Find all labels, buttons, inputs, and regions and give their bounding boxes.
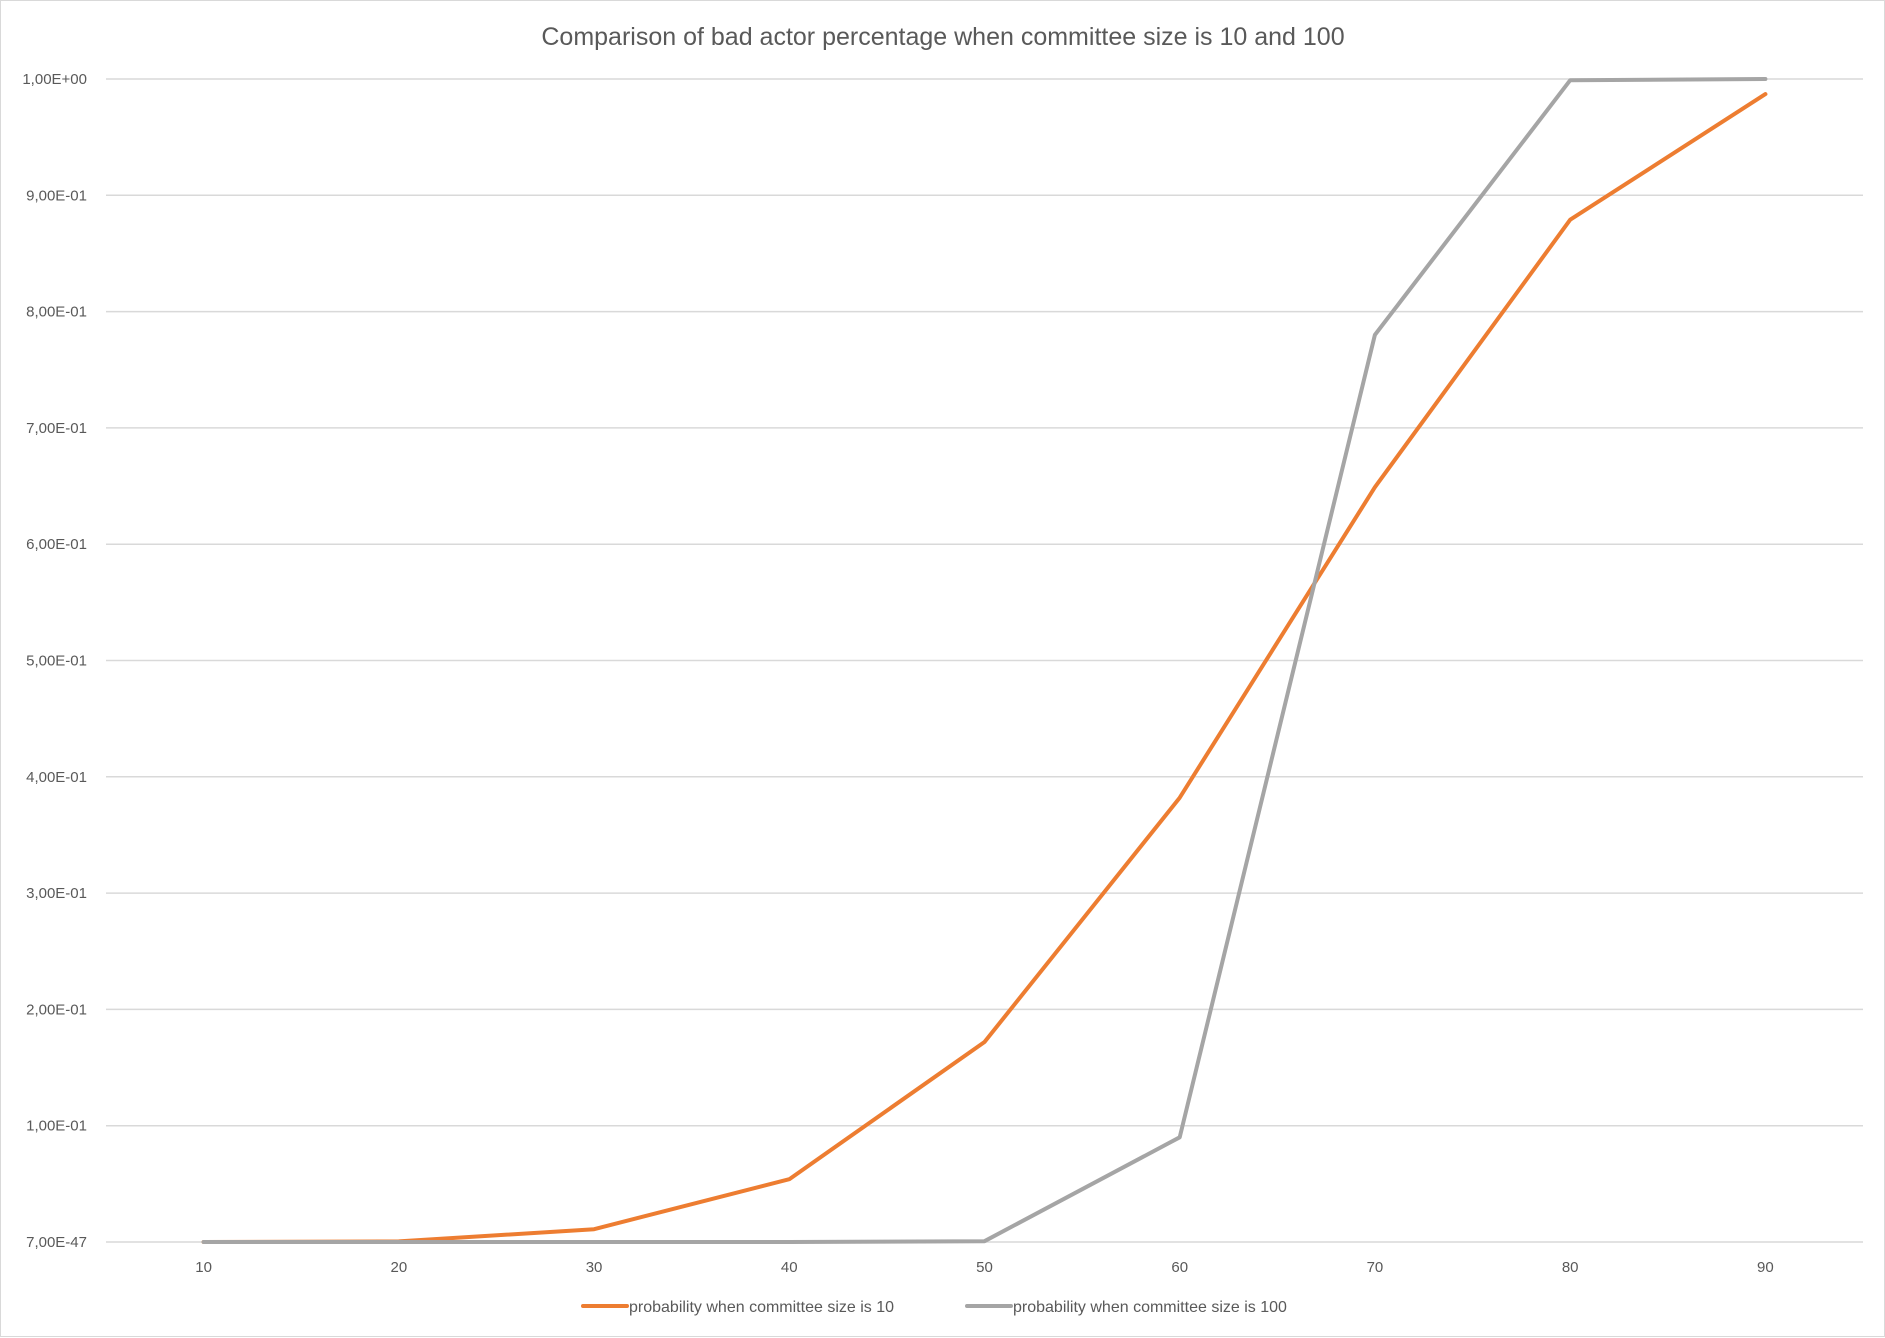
x-tick-label: 70 [1367,1259,1384,1276]
x-tick-label: 50 [976,1259,993,1276]
x-tick-label: 10 [195,1259,212,1276]
x-tick-label: 80 [1562,1259,1579,1276]
y-axis-tick-labels: 7,00E-47 1,00E-01 2,00E-01 3,00E-01 4,00E-01… [22,71,87,1251]
x-tick-label: 60 [1171,1259,1188,1276]
y-tick-label: 1,00E+00 [22,71,87,88]
y-tick-label: 7,00E-47 [26,1234,87,1251]
y-tick-label: 4,00E-01 [26,769,87,786]
y-tick-label: 6,00E-01 [26,536,87,553]
y-tick-label: 3,00E-01 [26,885,87,902]
chart-title: Comparison of bad actor percentage when … [541,23,1344,51]
series-lines [201,77,1768,1244]
x-tick-label: 90 [1757,1259,1774,1276]
x-tick-label: 40 [781,1259,798,1276]
x-tick-label: 20 [390,1259,407,1276]
legend-label-1: probability when committee size is 10 [629,1299,894,1316]
series-line-1 [201,92,1768,1244]
y-tick-label: 9,00E-01 [26,187,87,204]
x-axis-tick-labels: 10 20 30 40 50 60 70 80 90 [195,1259,1773,1276]
y-tick-label: 2,00E-01 [26,1001,87,1018]
y-tick-label: 7,00E-01 [26,420,87,437]
x-tick-label: 30 [586,1259,603,1276]
legend: probability when committee size is 10 pro… [581,1299,1287,1316]
y-tick-label: 8,00E-01 [26,304,87,321]
y-tick-label: 1,00E-01 [26,1118,87,1135]
gridlines [106,78,1863,1243]
y-tick-label: 5,00E-01 [26,653,87,670]
series-line-2 [201,77,1768,1244]
legend-label-2: probability when committee size is 100 [1013,1299,1287,1316]
